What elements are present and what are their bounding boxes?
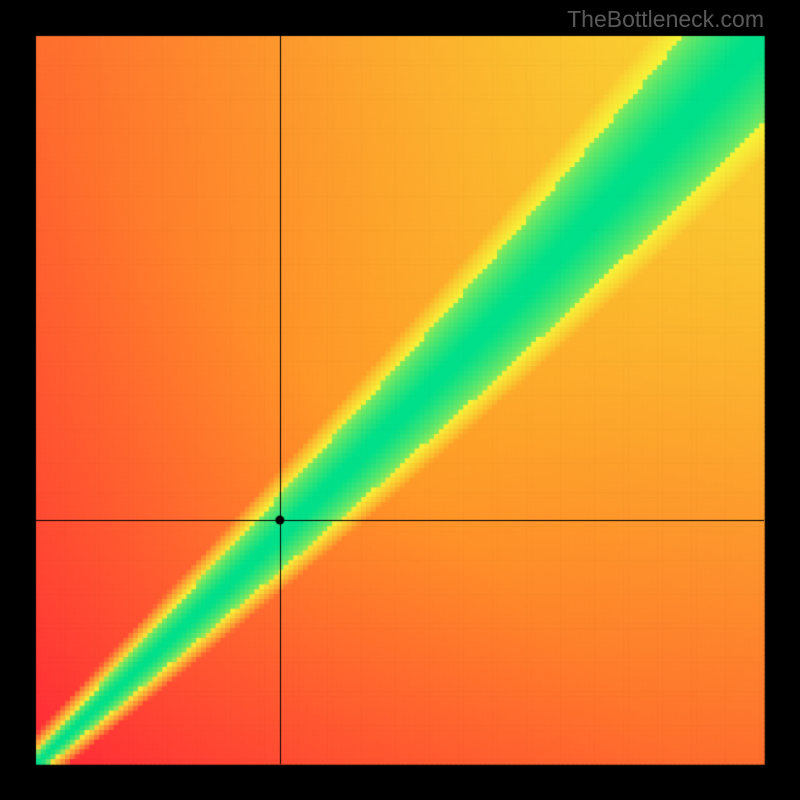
chart-container: { "canvas": { "width": 800, "height": 80… (0, 0, 800, 800)
watermark: TheBottleneck.com (567, 6, 764, 33)
bottleneck-heatmap (0, 0, 800, 800)
